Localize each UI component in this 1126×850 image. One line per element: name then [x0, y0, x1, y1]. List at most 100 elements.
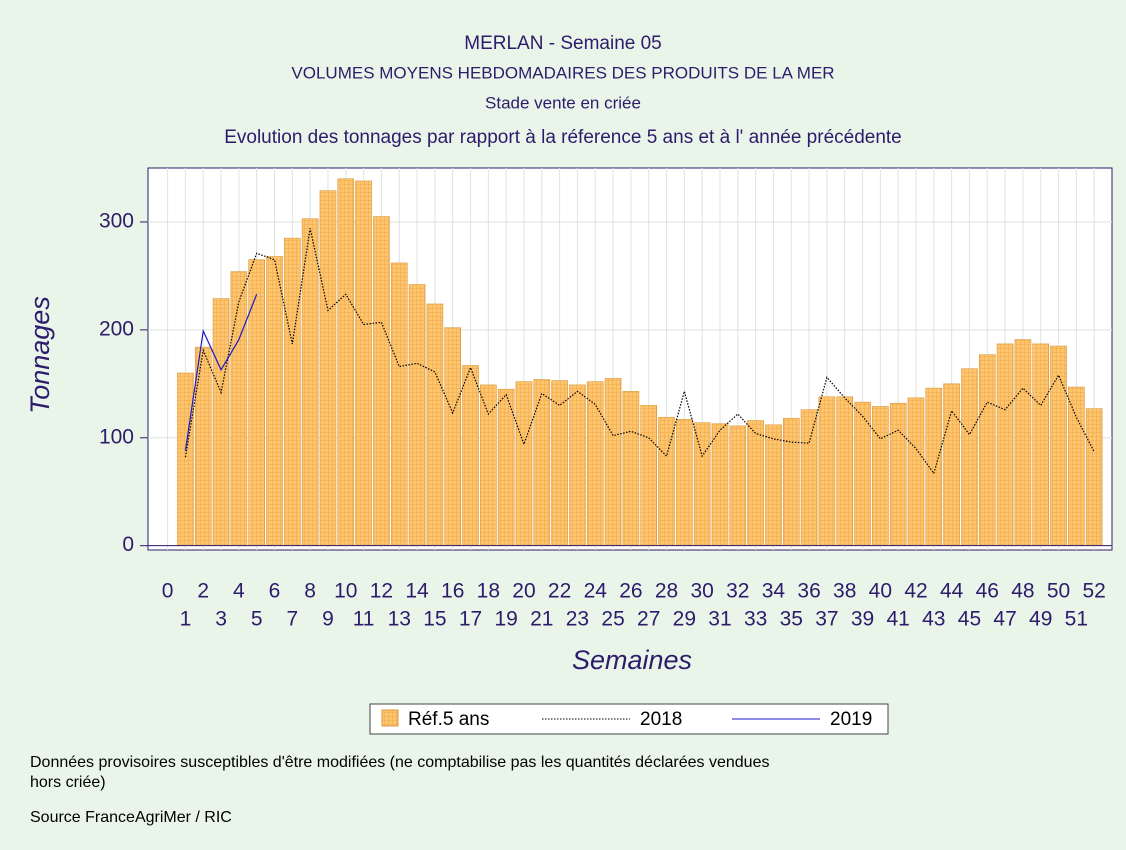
x-tick-label: 9 [322, 608, 334, 631]
bar [747, 420, 764, 546]
bar [800, 409, 818, 546]
chart-title: MERLAN - Semaine 05 [464, 33, 661, 54]
x-tick-label: 4 [233, 580, 245, 603]
subtitle: VOLUMES MOYENS HEBDOMADAIRES DES PRODUIT… [291, 63, 834, 82]
legend-label: 2019 [830, 709, 872, 730]
x-tick-label: 47 [993, 608, 1016, 631]
x-tick-label: 30 [690, 580, 713, 603]
bar [889, 402, 907, 546]
bar [729, 425, 747, 546]
note: Source FranceAgriMer / RIC [30, 809, 232, 826]
x-tick-label: 7 [286, 608, 298, 631]
legend-label: Réf.5 ans [408, 709, 489, 730]
bar [693, 422, 711, 546]
x-tick-label: 37 [815, 608, 838, 631]
bar [676, 419, 693, 546]
bar [248, 259, 266, 546]
x-tick-label: 48 [1011, 580, 1034, 603]
x-tick-label: 42 [904, 580, 927, 603]
note: Données provisoires susceptibles d'être … [30, 754, 769, 771]
bar [390, 262, 408, 546]
x-tick-label: 10 [334, 580, 357, 603]
bar [1085, 408, 1103, 546]
x-tick-label: 33 [744, 608, 767, 631]
bar [533, 379, 551, 546]
x-tick-label: 14 [405, 580, 429, 603]
x-tick-label: 36 [797, 580, 820, 603]
note: hors criée) [30, 774, 106, 791]
bar [604, 378, 622, 546]
bar [586, 381, 604, 546]
x-tick-label: 5 [251, 608, 263, 631]
bar [640, 405, 658, 546]
x-tick-label: 20 [512, 580, 535, 603]
bar [836, 396, 854, 546]
bar [337, 178, 355, 546]
bar [462, 365, 479, 546]
bar [497, 388, 515, 546]
bar [266, 256, 283, 546]
y-axis-label: Tonnages [25, 296, 55, 414]
x-tick-label: 24 [584, 580, 608, 603]
bar [711, 423, 729, 546]
bar [1032, 343, 1050, 546]
x-tick-label: 0 [162, 580, 174, 603]
bar [569, 384, 586, 546]
x-tick-label: 50 [1047, 580, 1070, 603]
bar [515, 381, 533, 546]
x-tick-label: 18 [477, 580, 500, 603]
subtitle: Stade vente en criée [485, 93, 641, 112]
bar [907, 397, 925, 546]
x-tick-label: 11 [353, 608, 375, 631]
bar [1068, 386, 1085, 546]
bar [961, 368, 978, 546]
legend-label: 2018 [640, 709, 682, 730]
bar [925, 387, 943, 546]
subtitle: Evolution des tonnages par rapport à la … [224, 127, 902, 148]
x-tick-label: 49 [1029, 608, 1052, 631]
x-tick-label: 35 [780, 608, 803, 631]
y-tick-label: 200 [99, 317, 134, 340]
bar [355, 180, 372, 546]
bar [978, 354, 996, 546]
x-tick-label: 31 [708, 608, 731, 631]
x-tick-label: 22 [548, 580, 571, 603]
bar [480, 384, 497, 546]
x-tick-label: 17 [459, 608, 482, 631]
x-tick-label: 41 [886, 608, 909, 631]
bar [782, 418, 800, 546]
bar [408, 284, 426, 546]
x-tick-label: 27 [637, 608, 660, 631]
bar [622, 391, 640, 546]
x-tick-label: 3 [215, 608, 227, 631]
line [184, 228, 1095, 475]
x-tick-label: 2 [197, 580, 209, 603]
x-tick-label: 25 [601, 608, 624, 631]
y-tick-label: 100 [99, 425, 134, 448]
x-tick-label: 15 [423, 608, 446, 631]
x-tick-label: 23 [566, 608, 589, 631]
bar [765, 424, 782, 546]
x-tick-label: 28 [655, 580, 678, 603]
legend-swatch [381, 709, 399, 727]
x-tick-label: 40 [869, 580, 892, 603]
bar [284, 237, 301, 546]
bar [319, 190, 337, 546]
x-tick-label: 32 [726, 580, 749, 603]
bar [426, 303, 444, 546]
x-tick-label: 43 [922, 608, 945, 631]
bar [818, 396, 836, 546]
bar [194, 346, 212, 546]
x-tick-label: 45 [958, 608, 981, 631]
line [184, 294, 258, 451]
x-tick-label: 8 [304, 580, 316, 603]
x-tick-label: 26 [619, 580, 642, 603]
x-tick-label: 44 [940, 580, 964, 603]
x-tick-label: 51 [1065, 608, 1088, 631]
x-tick-label: 52 [1083, 580, 1106, 603]
x-tick-label: 29 [673, 608, 696, 631]
bar [230, 271, 248, 546]
y-tick-label: 300 [99, 210, 134, 233]
x-tick-label: 13 [388, 608, 411, 631]
